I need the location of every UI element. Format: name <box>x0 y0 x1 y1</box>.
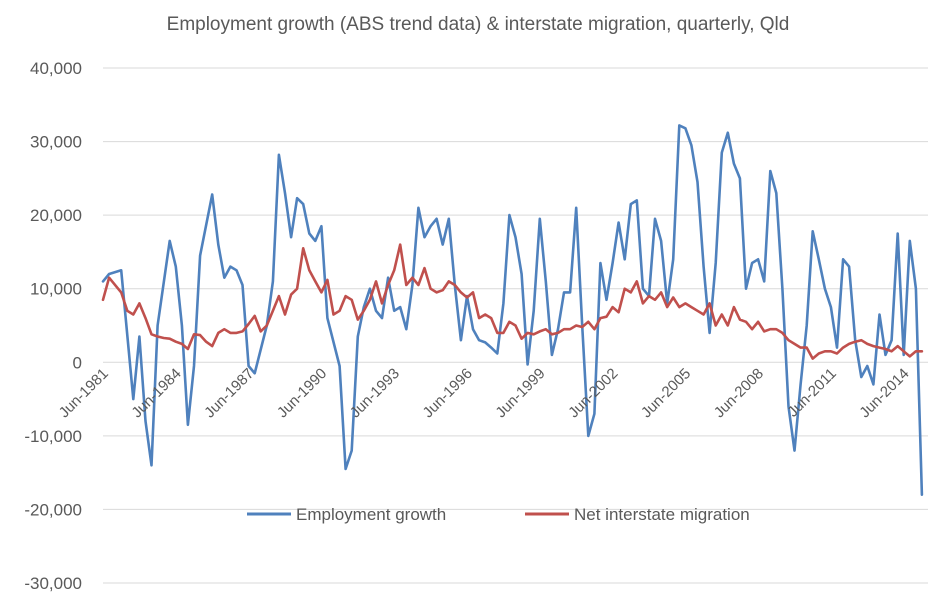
series-line-employment-growth <box>101 124 924 496</box>
y-tick-label: -30,000 <box>24 574 82 593</box>
x-tick-label: Jun-2014 <box>856 365 912 421</box>
gridlines <box>103 67 928 584</box>
x-tick-label: Jun-1996 <box>420 365 476 421</box>
y-tick-label: 10,000 <box>30 280 82 299</box>
y-axis-tick-labels: 40,000 30,000 20,000 10,000 0 -10,000 -20,000 -… <box>24 59 82 593</box>
x-tick-label: Jun-1987 <box>201 365 257 421</box>
y-tick-label: -10,000 <box>24 427 82 446</box>
x-tick-label: Jun-1981 <box>56 365 112 421</box>
series-line-net-interstate-migration <box>101 243 924 360</box>
y-tick-label: 20,000 <box>30 206 82 225</box>
x-tick-label: Jun-1999 <box>492 365 548 421</box>
x-tick-label: Jun-2008 <box>711 365 767 421</box>
legend-label: Net interstate migration <box>574 505 750 524</box>
y-tick-label: -20,000 <box>24 500 82 519</box>
y-tick-label: 30,000 <box>30 133 82 152</box>
series-lines <box>101 124 924 496</box>
chart-title: Employment growth (ABS trend data) & int… <box>167 14 790 35</box>
y-tick-label: 0 <box>73 353 82 372</box>
x-tick-label: Jun-2011 <box>784 365 839 420</box>
x-tick-label: Jun-1990 <box>274 365 330 421</box>
x-tick-label: Jun-2005 <box>638 365 694 421</box>
legend: Employment growth Net interstate migratio… <box>247 505 750 524</box>
legend-label: Employment growth <box>296 505 446 524</box>
y-tick-label: 40,000 <box>30 59 82 78</box>
